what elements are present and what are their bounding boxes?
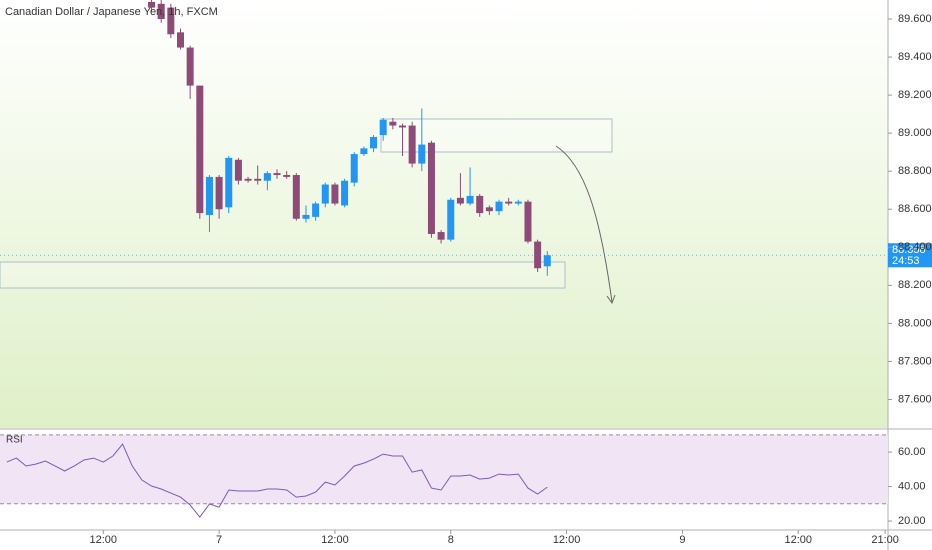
rsi-title: RSI: [6, 435, 23, 446]
y-tick-label: 60.00: [898, 446, 926, 458]
candle-body: [427, 142, 435, 234]
candle-body: [514, 201, 522, 204]
candle-body: [176, 32, 184, 48]
candle-body: [408, 125, 416, 164]
countdown-label: 24:53: [892, 255, 920, 267]
last-price-label: 88.358: [892, 244, 926, 256]
y-tick-label: 89.200: [898, 89, 932, 101]
candle-body: [534, 241, 542, 269]
x-tick-label: 12:00: [321, 534, 349, 546]
candle-body: [466, 195, 474, 204]
candle-body: [485, 207, 493, 212]
candle-body: [456, 197, 464, 204]
candle-body: [389, 121, 397, 126]
y-tick-label: 88.800: [898, 165, 932, 177]
candle-body: [341, 180, 349, 206]
candle-body: [495, 201, 503, 212]
candle-body: [157, 3, 165, 20]
zone-box: [0, 261, 566, 289]
last-price-box: [888, 243, 932, 268]
zone-box: [380, 118, 613, 153]
candle-body: [398, 125, 406, 128]
x-tick-label: 12:00: [553, 534, 581, 546]
candle-body: [447, 199, 455, 240]
x-tick-label: 9: [679, 534, 685, 546]
y-tick-label: 88.400: [898, 241, 932, 253]
candle-body: [476, 195, 484, 214]
candle-body: [273, 173, 281, 176]
x-tick-label: 7: [216, 534, 222, 546]
candle-body: [302, 214, 310, 219]
projection-arrow: [555, 145, 613, 303]
y-tick-label: 89.400: [898, 51, 932, 63]
candle-body: [350, 154, 358, 183]
x-tick-label: 21:00: [871, 534, 899, 546]
candle-body: [543, 255, 551, 267]
y-tick-label: 88.600: [898, 203, 932, 215]
candle-body: [360, 148, 368, 155]
candle-body: [254, 178, 262, 181]
candle-body: [370, 136, 378, 149]
candle-body: [148, 1, 156, 8]
candle-body: [205, 176, 213, 215]
candle-body: [437, 232, 445, 240]
y-tick-label: 40.00: [898, 480, 926, 492]
candle-body: [505, 201, 513, 204]
candle-body: [292, 175, 300, 219]
x-tick-label: 12:00: [90, 534, 118, 546]
rsi-band: [0, 434, 888, 504]
candle-body: [379, 119, 387, 136]
candle-body: [186, 47, 194, 86]
candle-body: [215, 176, 223, 210]
candle-body: [321, 184, 329, 204]
candle-body: [196, 85, 204, 214]
candle-body: [312, 203, 320, 217]
y-tick-label: 87.800: [898, 355, 932, 367]
y-tick-label: 89.600: [898, 13, 932, 25]
x-tick-label: 12:00: [784, 534, 812, 546]
y-tick-label: 89.000: [898, 127, 932, 139]
y-tick-label: 87.600: [898, 393, 932, 405]
candle-body: [244, 178, 252, 181]
y-tick-label: 20.00: [898, 515, 926, 527]
y-tick-label: 88.200: [898, 279, 932, 291]
candle-body: [331, 184, 339, 204]
chart-title: Canadian Dollar / Japanese Yen, 1h, FXCM: [5, 6, 218, 18]
x-tick-label: 8: [448, 534, 454, 546]
arrow-head: [606, 294, 616, 305]
candle-body: [524, 201, 532, 242]
candle-body: [283, 175, 291, 177]
rsi-line: [6, 443, 548, 518]
candle-body: [234, 159, 242, 181]
candle-body: [263, 173, 271, 181]
candle-body: [167, 7, 175, 35]
price-pane: [0, 0, 888, 428]
y-tick-label: 88.000: [898, 317, 932, 329]
candle-body: [418, 144, 426, 164]
candle-body: [225, 157, 233, 208]
